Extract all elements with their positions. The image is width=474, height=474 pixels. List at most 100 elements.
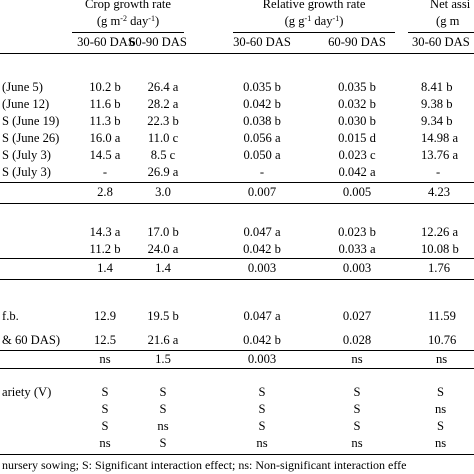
row-rule (0, 279, 474, 280)
row-label: S (June 26) (2, 131, 60, 145)
row-label: (June 5) (2, 80, 43, 94)
table-cell: 0.042 b (243, 97, 281, 111)
table-cell: 0.042 a (338, 165, 376, 179)
table-cell: 28.2 a (147, 97, 179, 111)
header-relative-growth-rate-unit: (g g-1 day-1) (284, 14, 344, 28)
lsd-cell: 0.007 (247, 185, 277, 199)
table-cell: 12.5 (93, 333, 117, 347)
table-cell: 10.76 (428, 333, 457, 347)
table-cell: 14.98 a (421, 131, 459, 145)
table-cell: 10.08 b (421, 242, 459, 256)
table-cell: ns (351, 436, 363, 450)
row-label: f.b. (2, 309, 19, 323)
row-label: S (July 3) (2, 165, 51, 179)
header-net-assimilation-unit: (g m (436, 14, 460, 28)
table-cell: 0.042 b (243, 242, 281, 256)
table-cell: 0.030 b (338, 114, 376, 128)
lsd-cell: 2.8 (97, 185, 113, 199)
header-net-assimilation: Net assi (430, 0, 471, 11)
table-cell: 14.5 a (89, 148, 121, 162)
table-cell: 21.6 a (147, 333, 179, 347)
table-cell: S (353, 385, 361, 399)
header-crop-growth-rate: Crop growth rate (84, 0, 172, 11)
table-cell: 0.038 b (243, 114, 281, 128)
lsd-cell: 1.76 (428, 261, 451, 275)
table-cell: 0.023 b (338, 225, 376, 239)
table-cell: 11.3 b (89, 114, 121, 128)
table-cell: S (437, 419, 445, 433)
table-cell: S (159, 436, 167, 450)
table-cell: 19.5 b (147, 309, 179, 323)
lsd-cell: 1.4 (97, 261, 113, 275)
row-label: S (June 19) (2, 114, 60, 128)
table-cell: S (353, 402, 361, 416)
lsd-cell: 3.0 (155, 185, 171, 199)
table-cell: S (159, 385, 167, 399)
table-cell: 0.027 (342, 309, 372, 323)
table-cell: 11.6 b (89, 97, 121, 111)
table-cell: S (437, 385, 445, 399)
table-cell: ns (256, 436, 268, 450)
table-cell: S (258, 402, 266, 416)
header-underline-crop (72, 32, 184, 33)
table-cell: - (259, 165, 265, 179)
table-bottom-rule (0, 454, 474, 455)
table-cell: 10.2 b (89, 80, 121, 94)
row-label: S (July 3) (2, 148, 51, 162)
lsd-cell: 1.4 (155, 261, 171, 275)
table-cell: 8.41 b (421, 80, 453, 94)
table-cell: 11.2 b (89, 242, 121, 256)
table-cell: S (101, 419, 109, 433)
table-cell: 26.9 a (147, 165, 179, 179)
lsd-cell: 0.005 (342, 185, 372, 199)
table-cell: 0.047 a (243, 309, 281, 323)
lsd-cell: ns (436, 352, 448, 366)
table-cell: 12.26 a (421, 225, 459, 239)
table-cell: - (436, 165, 441, 179)
lsd-cell: 0.003 (247, 352, 277, 366)
table-cell: 11.59 (428, 309, 456, 323)
table-cell: ns (435, 402, 447, 416)
lsd-cell: 0.003 (247, 261, 277, 275)
row-rule (0, 258, 474, 259)
row-rule (0, 203, 474, 204)
table-cell: 24.0 a (147, 242, 179, 256)
table-cell: 8.5 c (150, 148, 176, 162)
table-cell: 22.3 b (147, 114, 179, 128)
table-cell: 9.34 b (421, 114, 453, 128)
table-cell: S (101, 402, 109, 416)
table-cell: 9.38 b (421, 97, 453, 111)
table-cell: 0.042 b (243, 333, 281, 347)
table-cell: 13.76 a (421, 148, 459, 162)
table-cell: S (159, 402, 167, 416)
row-rule (0, 182, 474, 183)
lsd-cell: ns (351, 352, 363, 366)
lsd-cell: 0.003 (342, 261, 372, 275)
table-cell: 26.4 a (147, 80, 179, 94)
table-cell: S (101, 385, 109, 399)
table-cell: 17.0 b (147, 225, 179, 239)
table-cell: 0.047 a (243, 225, 281, 239)
table-cell: 11.0 c (147, 131, 179, 145)
lsd-cell: 4.23 (428, 185, 451, 199)
row-rule (0, 368, 474, 369)
subheader-cell: 60-90 DAS (129, 35, 187, 49)
subheader-cell: 30-60 DAS (412, 35, 470, 49)
row-rule (0, 350, 474, 351)
header-underline-net (408, 32, 474, 33)
header-relative-growth-rate: Relative growth rate (262, 0, 366, 11)
interaction-label: ariety (V) (2, 385, 52, 399)
subheader-cell: 60-90 DAS (328, 35, 386, 49)
header-crop-growth-rate-unit: (g m-2 day-1) (96, 14, 160, 28)
table-cell: 0.035 b (338, 80, 376, 94)
table-cell: 14.3 a (89, 225, 121, 239)
subheader-cell: 30-60 DAS (77, 35, 135, 49)
row-label: (June 12) (2, 97, 50, 111)
subheader-cell: 30-60 DAS (233, 35, 291, 49)
table-cell: S (353, 419, 361, 433)
table-cell: 12.9 (93, 309, 117, 323)
table-cell: S (258, 419, 266, 433)
table-footnote: nursery sowing; S: Significant interacti… (2, 458, 407, 472)
table-cell: ns (99, 436, 111, 450)
table-cell: 0.032 b (338, 97, 376, 111)
